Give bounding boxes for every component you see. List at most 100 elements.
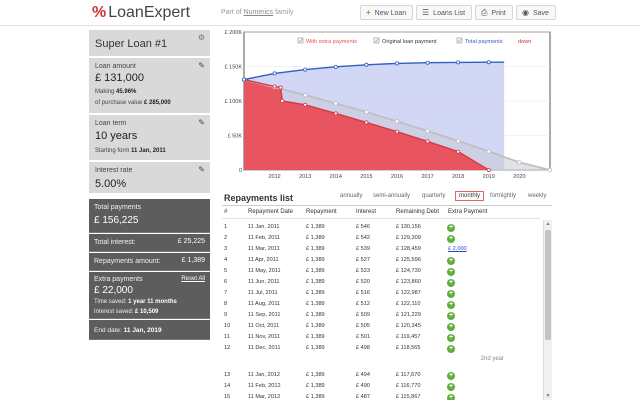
table-row: 11 11 Nov, 2011 £ 1,389 £ 501 £ 119,457 +: [222, 332, 540, 343]
plus-icon: +: [366, 8, 371, 17]
row-date: 11 Aug, 2011: [248, 301, 281, 307]
table-scrollbar[interactable]: ▲ ▼: [543, 220, 552, 400]
add-extra-payment-icon[interactable]: +: [447, 290, 455, 298]
pencil-icon[interactable]: ✎: [198, 118, 205, 127]
table-row: 9 11 Sep, 2011 £ 1,389 £ 509 £ 121,229 +: [222, 310, 540, 321]
table-row: 13 11 Jan, 2012 £ 1,389 £ 494 £ 117,670 +: [222, 370, 540, 381]
add-extra-payment-icon[interactable]: +: [447, 257, 455, 265]
add-extra-payment-icon[interactable]: +: [447, 334, 455, 342]
pencil-icon[interactable]: ✎: [198, 61, 205, 70]
row-repayment: £ 1,389: [306, 257, 325, 263]
loan-term-block[interactable]: Loan term ✎ 10 years Starting form 11 Ja…: [89, 115, 210, 161]
table-row: 15 11 Mar, 2012 £ 1,389 £ 487 £ 115,867 +: [222, 392, 540, 400]
row-interest: £ 505: [356, 323, 370, 329]
new-loan-button[interactable]: + New Loan: [360, 5, 414, 20]
add-extra-payment-icon[interactable]: +: [447, 383, 455, 391]
x-tick-label: 2012: [268, 174, 280, 180]
add-extra-payment-icon[interactable]: +: [447, 312, 455, 320]
numerics-link[interactable]: Numerics: [243, 9, 274, 16]
freq-fortnightly[interactable]: fortnightly: [490, 193, 517, 199]
row-remaining-debt: £ 121,229: [396, 312, 421, 318]
original-loan-point: [455, 138, 461, 144]
scroll-up-icon[interactable]: ▲: [545, 221, 551, 227]
x-tick-label: 2015: [360, 174, 372, 180]
extra-payment-link[interactable]: £ 2,000: [448, 246, 467, 252]
loan-amount-block[interactable]: Loan amount ✎ £ 131,000 Making 45.96% of…: [89, 58, 210, 114]
freq-monthly[interactable]: monthly: [455, 191, 485, 201]
end-date: End date: 11 Jan, 2019: [94, 327, 162, 334]
row-repayment: £ 1,389: [306, 290, 325, 296]
col-header-extra-payment: Extra Payment: [448, 209, 488, 215]
row-remaining-debt: £ 124,730: [396, 268, 421, 274]
logo[interactable]: % LoanExpert: [92, 4, 190, 22]
total-interest-value: £ 25,225: [177, 238, 205, 245]
x-tick-label: 2014: [330, 174, 342, 180]
row-repayment: £ 1,389: [306, 235, 325, 241]
extra-payments-label: Extra payments: [94, 276, 143, 283]
row-number: 14: [224, 383, 231, 389]
making-percent: Making 45.96%: [95, 89, 137, 95]
row-date: 11 Oct, 2011: [248, 323, 280, 329]
loan-name-block[interactable]: Super Loan #1 ⚙: [89, 30, 210, 57]
row-number: 10: [224, 323, 231, 329]
col-header-interest: Interest: [356, 209, 377, 215]
original-loan-point: [517, 160, 522, 165]
interest-rate-block[interactable]: Interest rate ✎ 5.00%: [89, 162, 210, 194]
row-number: 13: [224, 372, 231, 378]
row-remaining-debt: £ 130,156: [396, 224, 421, 230]
col-header-date: Repayment Date: [248, 209, 294, 215]
checkmark-icon: ✓: [299, 39, 304, 45]
add-extra-payment-icon[interactable]: +: [447, 394, 455, 400]
y-tick-label: 0: [239, 168, 242, 174]
row-remaining-debt: £ 125,596: [396, 257, 421, 263]
row-interest: £ 509: [356, 312, 370, 318]
row-number: 4: [224, 257, 228, 263]
total-interest-label: Total interest:: [94, 239, 136, 246]
freq-annually[interactable]: annually: [340, 193, 363, 199]
row-interest: £ 501: [356, 334, 370, 340]
legend-checkbox: [456, 37, 463, 44]
row-repayment: £ 1,389: [306, 383, 325, 389]
with-extra-payments-point: [303, 102, 308, 107]
row-interest: £ 527: [356, 257, 370, 263]
with-extra-payments-point: [280, 99, 285, 104]
add-extra-payment-icon[interactable]: +: [447, 224, 455, 232]
legend-label-total: Total payments: [465, 39, 503, 45]
add-extra-payment-icon[interactable]: +: [447, 268, 455, 276]
purchase-value: of purchase value £ 285,000: [95, 100, 171, 106]
print-button[interactable]: ⎙ Print: [475, 5, 513, 20]
freq-quarterly[interactable]: quarterly: [422, 193, 446, 199]
add-extra-payment-icon[interactable]: +: [447, 372, 455, 380]
row-remaining-debt: £ 116,770: [396, 383, 421, 389]
gear-icon[interactable]: ⚙: [197, 33, 205, 42]
legend-label-original: Original loan payment: [382, 39, 437, 45]
scroll-thumb[interactable]: [545, 230, 551, 340]
row-remaining-debt: £ 117,670: [396, 372, 421, 378]
x-tick-label: 2017: [421, 174, 433, 180]
freq-semi-annually[interactable]: semi-annually: [373, 193, 411, 199]
scroll-down-icon[interactable]: ▼: [545, 393, 551, 399]
pencil-icon[interactable]: ✎: [198, 165, 205, 174]
loans-list-button[interactable]: ☰ Loans List: [416, 5, 473, 20]
row-repayment: £ 1,389: [306, 301, 325, 307]
row-remaining-debt: £ 120,345: [396, 323, 421, 329]
reset-all-link[interactable]: Reset All: [181, 276, 205, 282]
row-number: 7: [224, 290, 228, 296]
add-extra-payment-icon[interactable]: +: [447, 323, 455, 331]
row-number: 8: [224, 301, 228, 307]
save-button[interactable]: ◉ Save: [516, 5, 556, 20]
row-date: 11 Jan, 2011: [248, 224, 280, 230]
col-header-number: #: [224, 209, 228, 215]
with-extra-payments-point: [278, 85, 283, 90]
total-payments-point: [456, 60, 461, 65]
loan-chart: £ 200K £ 150K £ 100K £ 50K 0 2012 2013 2014 2015…: [225, 30, 552, 180]
table-row: 10 11 Oct, 2011 £ 1,389 £ 505 £ 120,345 +: [222, 321, 540, 332]
loan-name: Super Loan #1: [95, 38, 168, 50]
repayments-amount-label: Repayments amount:: [94, 258, 161, 265]
add-extra-payment-icon[interactable]: +: [447, 279, 455, 287]
add-extra-payment-icon[interactable]: +: [447, 345, 455, 353]
freq-weekly[interactable]: weekly: [528, 193, 547, 199]
add-extra-payment-icon[interactable]: +: [447, 301, 455, 309]
row-number: 2: [224, 235, 228, 241]
add-extra-payment-icon[interactable]: +: [447, 235, 455, 243]
